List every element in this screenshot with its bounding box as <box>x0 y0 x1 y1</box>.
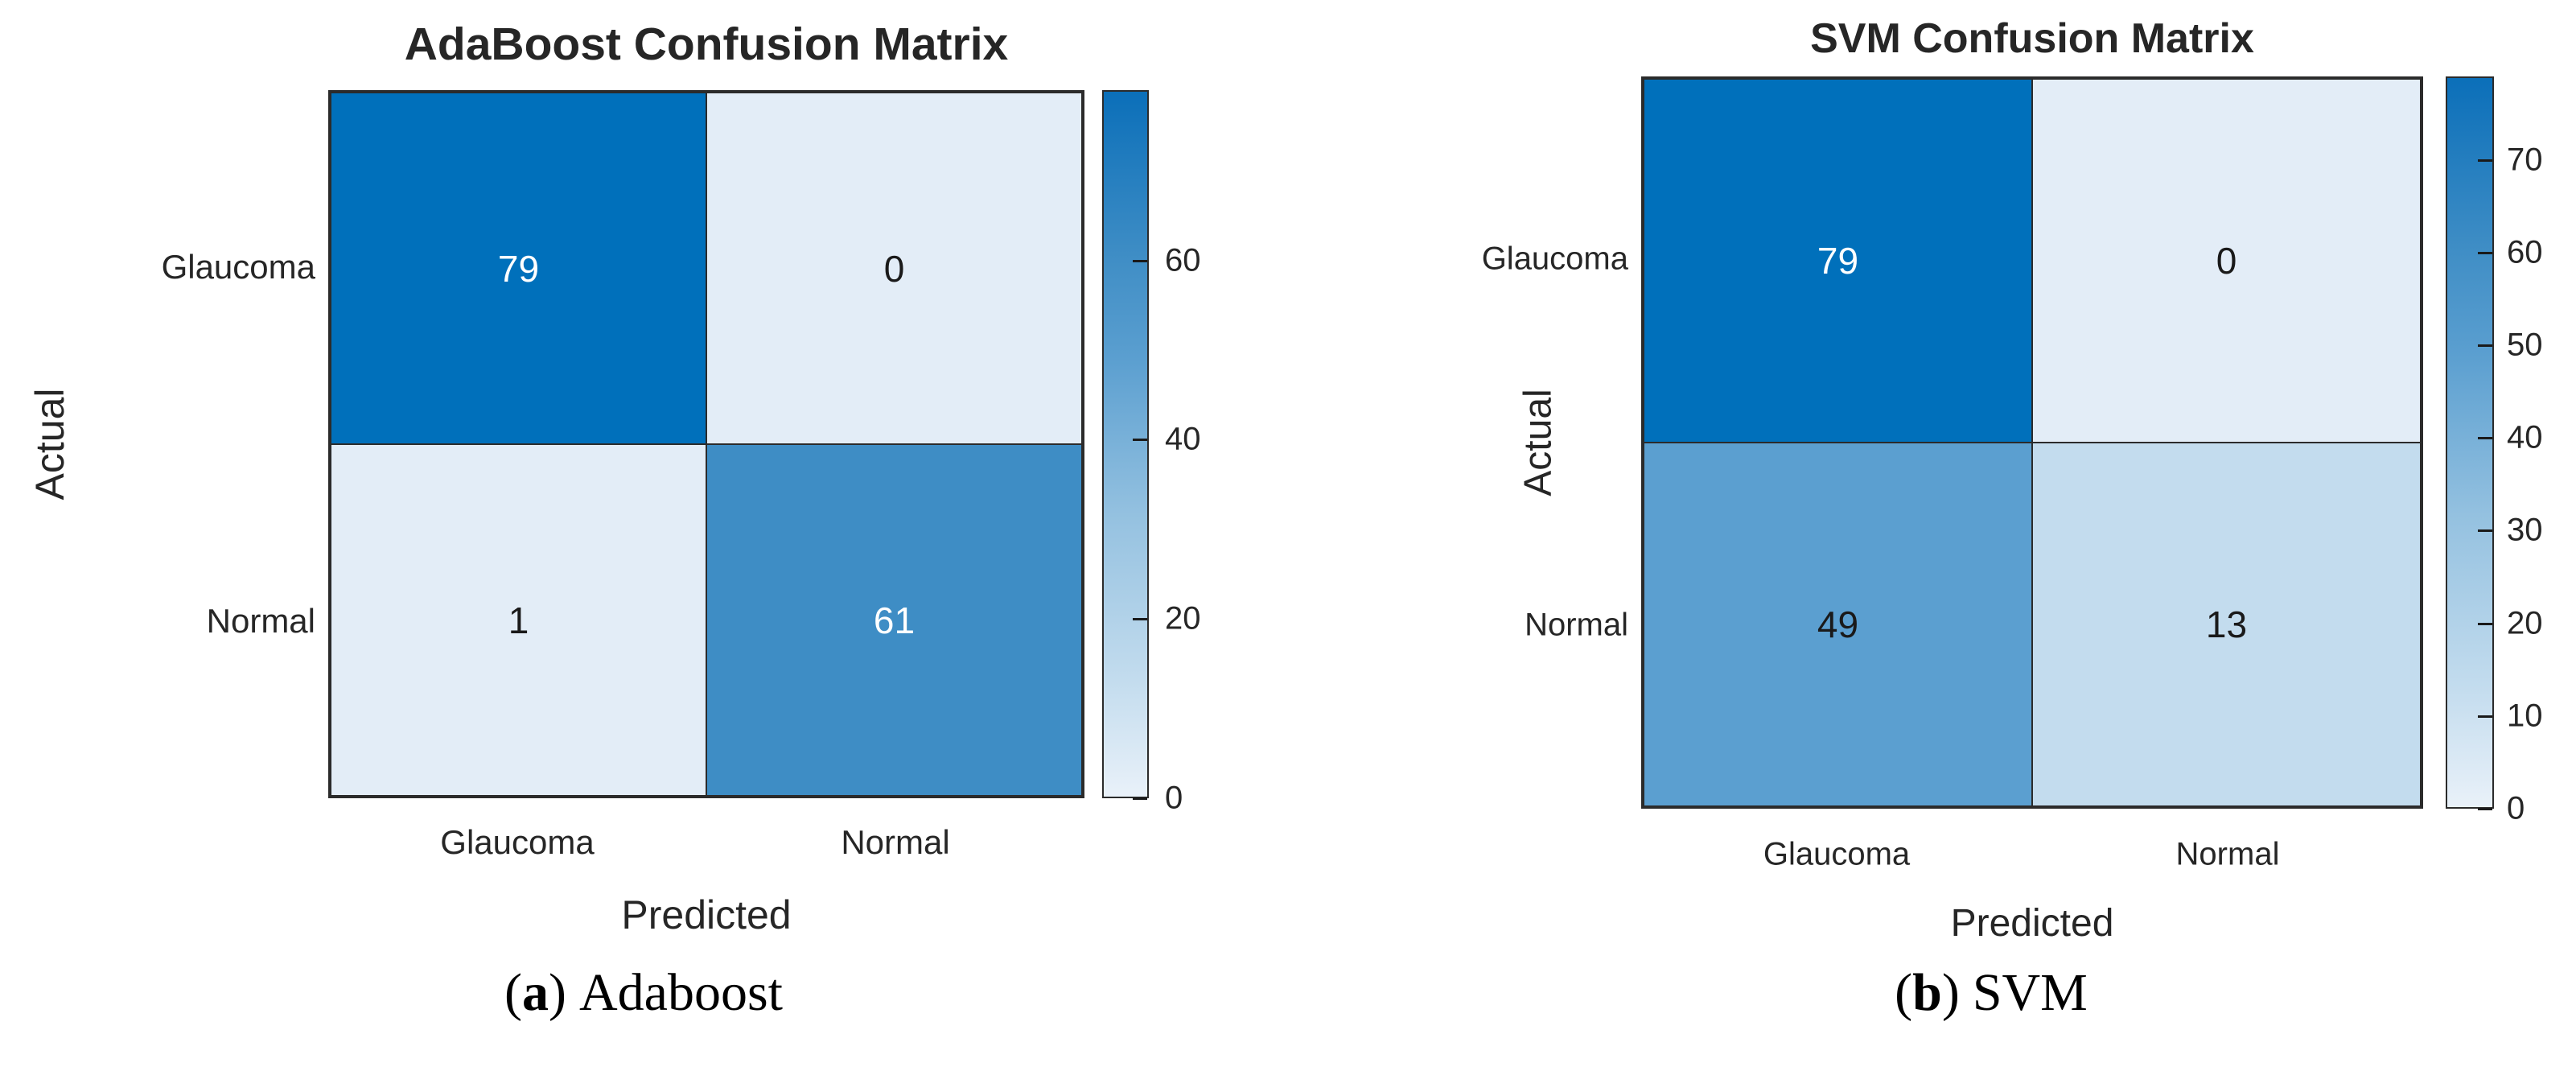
caption-svm: (b) SVM <box>1895 962 2088 1024</box>
x-tick-label: Normal <box>841 823 950 861</box>
caption-letter: b <box>1912 963 1942 1022</box>
y-tick-label: Normal <box>1525 607 1628 643</box>
caption-letter: a <box>522 963 549 1022</box>
colorbar-tick-label: 60 <box>2507 234 2543 270</box>
y-axis-label-svm: Actual <box>1516 389 1560 496</box>
colorbar-tick <box>1133 618 1147 620</box>
colorbar-tick-label: 20 <box>1165 600 1201 636</box>
x-axis-label-svm: Predicted <box>1950 902 2114 945</box>
caption-paren: ) <box>1941 963 1960 1022</box>
colorbar-tick <box>2478 529 2492 532</box>
colorbar-tick <box>1133 260 1147 262</box>
colorbar-tick <box>2478 159 2492 162</box>
caption-paren: ( <box>504 963 523 1022</box>
colorbar-tick <box>2478 344 2492 347</box>
colorbar-tick <box>2478 623 2492 625</box>
caption-adaboost: (a) Adaboost <box>504 962 783 1024</box>
x-tick-label: Glaucoma <box>1763 836 1911 872</box>
y-axis-label-adaboost: Actual <box>27 388 72 501</box>
caption-paren: ( <box>1895 963 1913 1022</box>
colorbar-svm <box>2446 76 2494 809</box>
colorbar-tick-label: 70 <box>2507 142 2543 178</box>
colorbar-tick-label: 10 <box>2507 698 2543 734</box>
colorbar-tick-label: 40 <box>1165 421 1201 457</box>
chart-title-svm: SVM Confusion Matrix <box>1810 15 2254 62</box>
colorbar-tick-label: 0 <box>2507 790 2525 826</box>
chart-title-adaboost: AdaBoost Confusion Matrix <box>404 19 1009 70</box>
y-tick-label: Normal <box>206 602 315 640</box>
x-axis-label-adaboost: Predicted <box>621 892 792 937</box>
x-tick-label: Normal <box>2175 836 2280 872</box>
colorbar-tick-label: 50 <box>2507 327 2543 363</box>
matrix-cell-glaucoma-glaucoma: 79 <box>1644 79 2032 443</box>
matrix-cell-normal-glaucoma: 1 <box>331 444 706 796</box>
colorbar-tick-label: 40 <box>2507 419 2543 455</box>
caption-text: SVM <box>1972 963 2088 1022</box>
matrix-cell-glaucoma-glaucoma: 79 <box>331 93 706 444</box>
colorbar-tick-label: 20 <box>2507 605 2543 641</box>
colorbar-tick <box>2478 437 2492 439</box>
matrix-cell-glaucoma-normal: 0 <box>706 93 1082 444</box>
colorbar-tick-label: 30 <box>2507 512 2543 548</box>
colorbar-tick <box>2478 808 2492 810</box>
colorbar-adaboost <box>1102 90 1149 798</box>
colorbar-tick <box>2478 715 2492 718</box>
matrix-cell-normal-normal: 61 <box>706 444 1082 796</box>
matrix-cell-glaucoma-normal: 0 <box>2032 79 2421 443</box>
caption-text: Adaboost <box>578 963 783 1022</box>
colorbar-tick <box>2478 252 2492 254</box>
confusion-matrix-adaboost: 79 0 1 61 <box>328 90 1084 798</box>
confusion-matrix-svm: 79 0 49 13 <box>1641 76 2423 809</box>
colorbar-tick <box>1133 797 1147 800</box>
colorbar-tick-label: 0 <box>1165 780 1183 816</box>
caption-paren: ) <box>549 963 566 1022</box>
y-tick-label: Glaucoma <box>1481 241 1628 277</box>
y-tick-label: Glaucoma <box>161 248 315 286</box>
colorbar-tick <box>1133 439 1147 441</box>
matrix-cell-normal-normal: 13 <box>2032 443 2421 806</box>
x-tick-label: Glaucoma <box>440 823 595 861</box>
matrix-cell-normal-glaucoma: 49 <box>1644 443 2032 806</box>
colorbar-tick-label: 60 <box>1165 242 1201 278</box>
